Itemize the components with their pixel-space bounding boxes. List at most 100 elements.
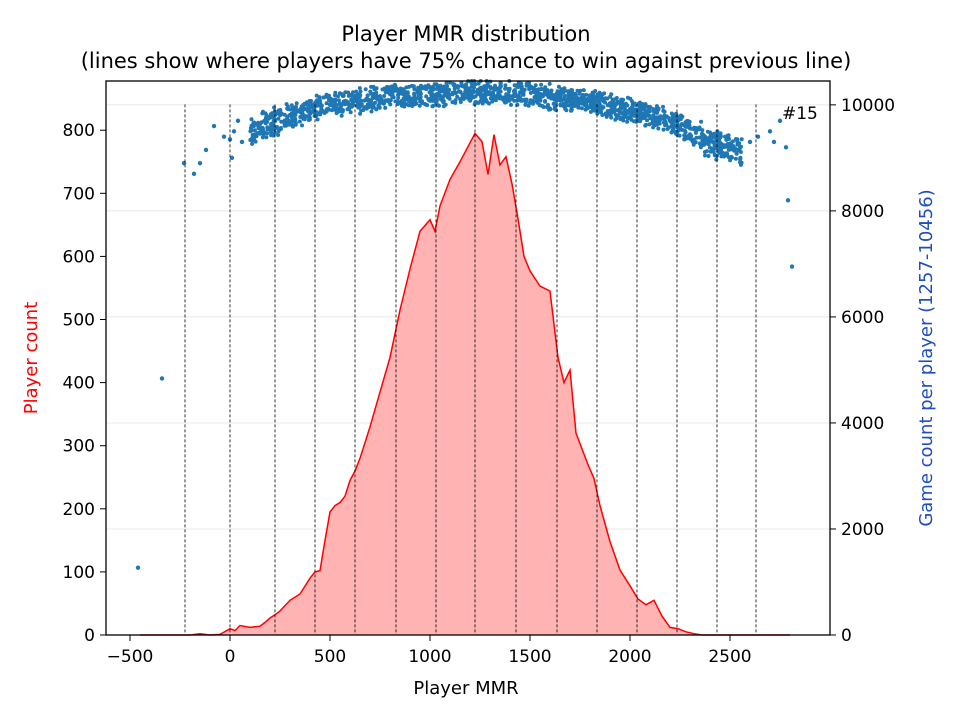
game-count-point <box>302 102 307 107</box>
game-count-point <box>278 108 283 112</box>
game-count-point <box>388 102 393 107</box>
game-count-point <box>346 93 351 98</box>
game-count-point <box>293 121 298 125</box>
game-count-point <box>511 89 516 94</box>
game-count-point <box>340 94 345 98</box>
game-count-point <box>755 134 761 139</box>
game-count-point <box>417 103 422 108</box>
game-count-point <box>260 111 265 116</box>
game-count-point <box>661 104 665 109</box>
game-count-point <box>675 117 680 122</box>
game-count-point <box>674 111 679 116</box>
game-count-point <box>363 87 368 92</box>
game-count-point <box>567 103 572 108</box>
game-count-point <box>680 128 685 132</box>
game-count-point <box>475 92 480 97</box>
game-count-point <box>563 106 568 111</box>
game-count-point <box>518 90 522 95</box>
game-count-point <box>319 109 324 114</box>
game-count-point <box>392 82 397 87</box>
game-count-point <box>380 87 385 92</box>
game-count-point <box>526 103 531 108</box>
game-count-point <box>282 112 287 117</box>
game-count-point <box>539 82 544 87</box>
game-count-point <box>737 141 742 146</box>
game-count-point <box>333 90 338 95</box>
game-count-point <box>569 107 574 112</box>
game-count-point <box>231 129 237 134</box>
game-count-point <box>556 84 561 89</box>
game-count-point <box>425 103 430 108</box>
game-count-point <box>522 87 527 92</box>
game-count-point <box>736 147 740 152</box>
game-count-point <box>221 134 227 139</box>
game-count-point <box>719 154 724 159</box>
game-count-point <box>554 98 559 103</box>
game-count-point <box>414 101 419 106</box>
y-right-tick-label: 6000 <box>841 308 884 328</box>
game-count-point <box>653 110 658 115</box>
game-count-point <box>368 100 372 105</box>
game-count-point <box>369 84 374 89</box>
game-count-point <box>537 97 542 101</box>
game-count-point <box>777 118 783 123</box>
game-count-point <box>529 84 534 89</box>
game-count-point <box>248 129 253 134</box>
game-count-point <box>434 86 439 91</box>
game-count-point <box>362 106 367 111</box>
game-count-point <box>441 88 446 93</box>
game-count-point <box>515 94 520 99</box>
game-count-point <box>471 84 475 89</box>
game-count-point <box>278 127 283 131</box>
game-count-point <box>493 83 497 88</box>
game-count-point <box>450 100 455 105</box>
game-count-point <box>771 139 777 145</box>
game-count-point <box>703 153 707 158</box>
game-count-point <box>496 90 501 95</box>
game-count-point <box>689 126 694 131</box>
game-count-point <box>297 119 302 124</box>
game-count-point <box>181 160 187 166</box>
game-count-point <box>700 128 705 133</box>
game-count-point <box>654 104 659 109</box>
game-count-point <box>654 115 659 120</box>
game-count-point <box>358 93 363 98</box>
threshold-lines <box>184 104 757 635</box>
game-count-point <box>300 123 304 128</box>
game-count-point <box>350 93 355 98</box>
x-axis-label: Player MMR <box>413 678 518 699</box>
game-count-point <box>688 132 692 137</box>
game-count-point <box>561 101 566 106</box>
game-count-point <box>339 104 344 108</box>
game-count-point <box>441 100 446 104</box>
game-count-point <box>573 91 578 96</box>
game-count-point <box>528 90 533 95</box>
game-count-point <box>662 113 667 118</box>
game-count-point <box>258 131 262 136</box>
game-count-point <box>717 132 721 137</box>
game-count-point <box>488 96 493 101</box>
game-count-point <box>295 108 300 113</box>
game-count-point <box>375 97 380 102</box>
game-count-point <box>509 102 513 107</box>
y-tick-label: 200 <box>63 500 95 520</box>
game-count-point <box>578 100 583 105</box>
game-count-point <box>336 98 341 103</box>
game-count-point <box>733 156 738 161</box>
game-count-point <box>648 116 653 121</box>
game-count-point <box>709 134 714 139</box>
game-count-point <box>473 100 478 104</box>
game-count-point <box>548 95 553 100</box>
scatter-layer <box>135 79 795 570</box>
game-count-point <box>227 137 233 142</box>
game-count-point <box>357 99 362 104</box>
x-tick-label: 1000 <box>408 647 451 667</box>
game-count-point <box>374 90 379 95</box>
game-count-point <box>301 116 306 121</box>
game-count-point <box>630 105 635 110</box>
game-count-point <box>512 98 517 103</box>
game-count-point <box>390 94 395 99</box>
game-count-point <box>611 100 615 105</box>
game-count-point <box>593 89 598 93</box>
game-count-point <box>357 86 362 91</box>
